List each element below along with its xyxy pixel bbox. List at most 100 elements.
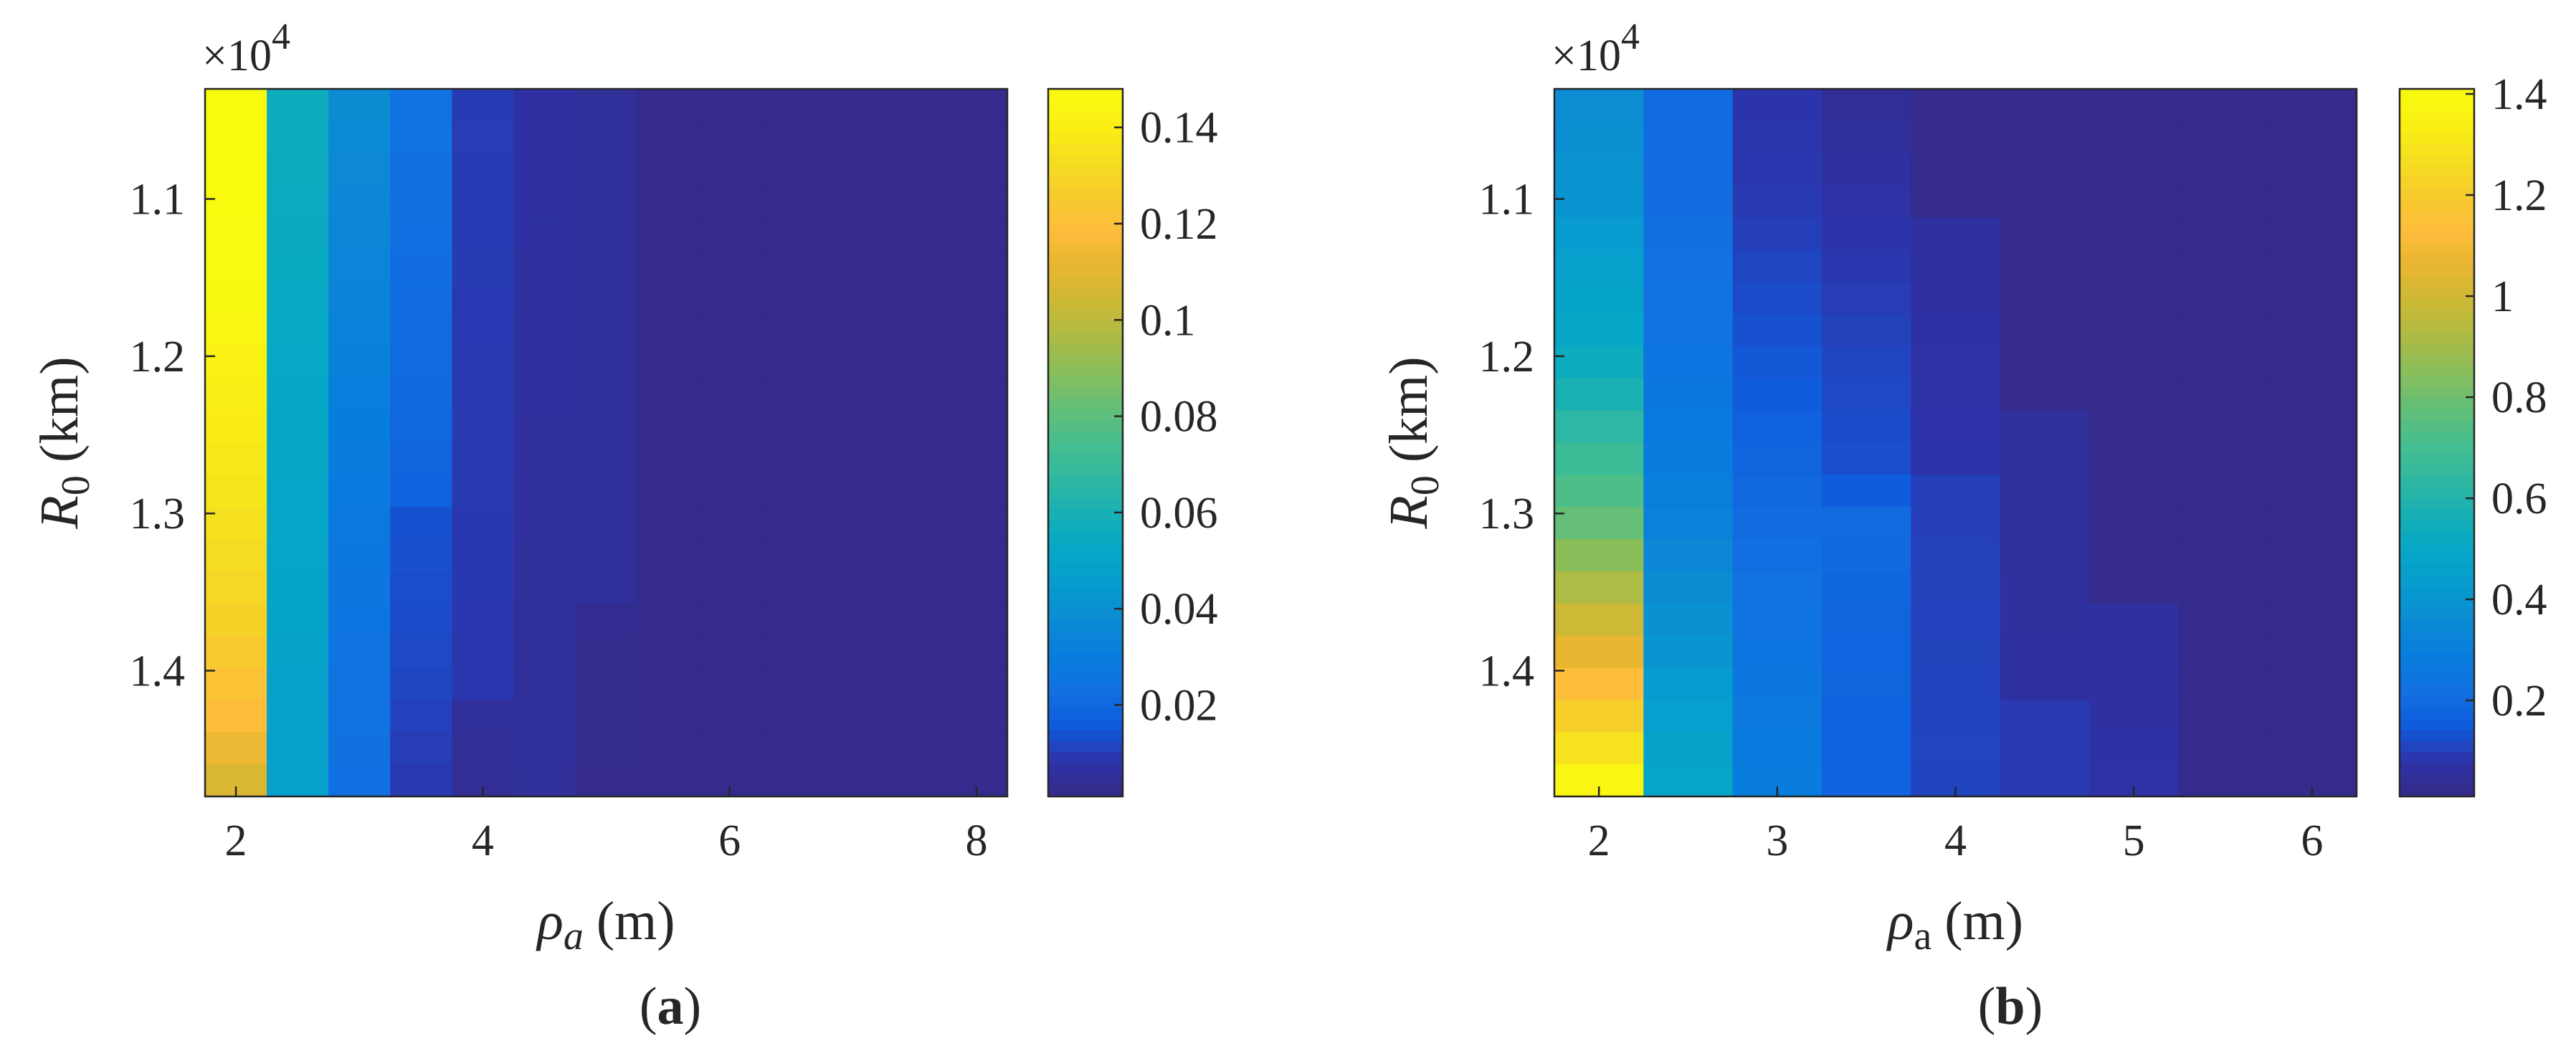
x-tick-label: 6 (718, 817, 741, 865)
heatmap-cell (267, 603, 329, 637)
colorbar-tick-label: 0.08 (1140, 393, 1218, 442)
heatmap-cell (760, 89, 823, 122)
heatmap-cell (822, 89, 885, 122)
heatmap-cell (698, 346, 761, 379)
colorbar-band (2400, 442, 2474, 455)
heatmap-cell (452, 410, 514, 444)
colorbar-band (1048, 122, 1123, 134)
heatmap-cell (1911, 89, 2001, 122)
heatmap-cell (328, 282, 391, 315)
heatmap-cell (2000, 410, 2090, 444)
heatmap-cell (2267, 282, 2357, 315)
colorbar-tick-label: 1 (2491, 272, 2514, 321)
heatmap-cell (575, 217, 638, 250)
heatmap-cell (513, 475, 576, 508)
heatmap-cell (760, 700, 823, 733)
heatmap-cell (1732, 282, 1822, 315)
heatmap-cell (2089, 442, 2179, 475)
heatmap-cell (513, 603, 576, 637)
colorbar-band (1048, 354, 1123, 366)
heatmap-cell (637, 120, 700, 154)
y-tick-label: 1.3 (1479, 490, 1535, 538)
heatmap-cell (205, 249, 267, 282)
heatmap-cell (513, 217, 576, 250)
heatmap-cell (760, 442, 823, 475)
heatmap-cell (267, 346, 329, 379)
heatmap-cell (328, 217, 391, 250)
heatmap-cell (883, 346, 946, 379)
colorbar-frame (2398, 87, 2476, 798)
heatmap-cell (390, 89, 452, 122)
heatmap-cell (513, 442, 576, 475)
heatmap-cell (390, 217, 452, 250)
heatmap-cell (2089, 249, 2179, 282)
heatmap-cell (575, 539, 638, 572)
heatmap-cell (267, 217, 329, 250)
heatmap-cell (637, 153, 700, 186)
heatmap-cell (267, 667, 329, 701)
heatmap-cell (267, 120, 329, 154)
heatmap-cell (2178, 249, 2268, 282)
colorbar-band (2400, 320, 2474, 333)
heatmap-cell (637, 475, 700, 508)
heatmap-cell (205, 89, 267, 122)
colorbar-band (1048, 199, 1123, 211)
heatmap-cell (267, 442, 329, 475)
heatmap-cell (513, 346, 576, 379)
colorbar-band (2400, 741, 2474, 753)
colorbar-band (1048, 243, 1123, 255)
heatmap-cell (822, 571, 885, 604)
x-label-symbol: ρ (536, 891, 563, 951)
heatmap-cell (698, 185, 761, 219)
heatmap-cell (945, 507, 1008, 540)
colorbar-band (1048, 453, 1123, 465)
heatmap-cell (1554, 282, 1644, 315)
colorbar-band (2400, 265, 2474, 277)
caption-paren-open: ( (640, 977, 657, 1036)
caption-letter: b (1995, 977, 2025, 1036)
heatmap-cell (1822, 732, 1911, 765)
heatmap-cell (1643, 89, 1734, 122)
colorbar-band (2400, 199, 2474, 211)
heatmap-cell (2000, 314, 2090, 347)
caption-paren-close: ) (684, 977, 702, 1036)
heatmap-cell (945, 217, 1008, 250)
heatmap-cell (822, 635, 885, 669)
heatmap-cell (2178, 378, 2268, 411)
colorbar-frame (1047, 87, 1124, 798)
colorbar-band (2400, 785, 2474, 797)
heatmap-cell (575, 635, 638, 669)
colorbar-band (2400, 287, 2474, 300)
heatmap-cell (2000, 700, 2090, 733)
x-tick-label: 2 (1588, 817, 1610, 865)
colorbar-band (1048, 752, 1123, 764)
colorbar-band (2400, 166, 2474, 178)
heatmap-cell (2267, 700, 2357, 733)
heatmap-cell (2178, 185, 2268, 219)
heatmap-cells (1554, 89, 2357, 797)
heatmap-cell (1732, 153, 1822, 186)
heatmap-cell (2089, 700, 2179, 733)
colorbar-band (2400, 299, 2474, 311)
colorbar-band (1048, 697, 1123, 709)
heatmap-cell (513, 153, 576, 186)
heatmap-cell (1732, 507, 1822, 540)
heatmap-cell (1822, 120, 1911, 154)
heatmap-cell (1911, 442, 2001, 475)
colorbar-band (2400, 420, 2474, 432)
heatmap-cell (1643, 700, 1734, 733)
heatmap-cell (205, 378, 267, 411)
y-tick-label: 1.4 (1479, 647, 1535, 696)
heatmap-cell (2267, 378, 2357, 411)
colorbar-band (1048, 553, 1123, 565)
colorbar-band (1048, 708, 1123, 720)
heatmap-cell (2000, 732, 2090, 765)
heatmap-cell (883, 507, 946, 540)
colorbar-tick-label: 0.8 (2491, 374, 2547, 422)
x-tick-label: 4 (1944, 817, 1967, 865)
heatmap-cell (883, 667, 946, 701)
heatmap-cell (267, 507, 329, 540)
colorbar-band (1048, 741, 1123, 753)
heatmap-cell (2089, 507, 2179, 540)
heatmap-cell (2089, 603, 2179, 637)
